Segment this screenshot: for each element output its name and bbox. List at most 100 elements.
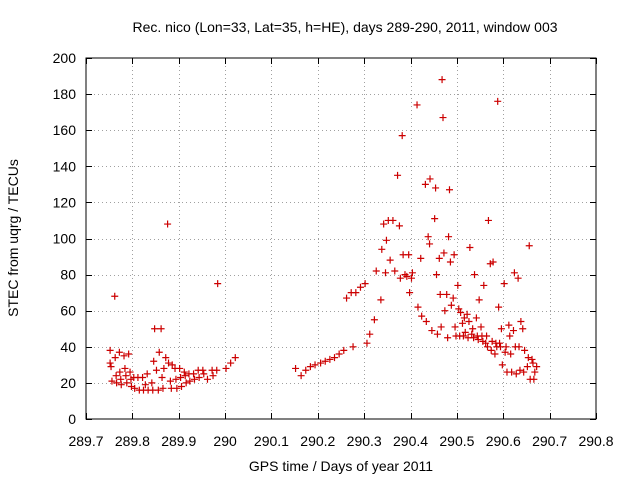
data-point	[502, 343, 510, 351]
data-point	[180, 368, 188, 376]
y-tick-label: 0	[68, 411, 76, 427]
data-point	[231, 354, 239, 362]
data-point	[405, 251, 413, 259]
data-point	[111, 292, 119, 300]
y-tick-label: 80	[60, 267, 76, 283]
data-point	[472, 314, 480, 322]
data-point	[449, 294, 457, 302]
y-tick-labels: 0 20 40 60 80 100 120 140 160 180 200	[53, 50, 77, 427]
data-point	[441, 307, 449, 315]
data-point	[433, 330, 441, 338]
data-point	[495, 303, 503, 311]
data-point	[521, 346, 529, 354]
data-point	[176, 364, 184, 372]
data-point	[166, 377, 174, 385]
axis-ticks	[86, 58, 597, 420]
data-point	[514, 274, 522, 282]
data-point	[115, 348, 123, 356]
data-point	[431, 215, 439, 223]
data-point	[515, 343, 523, 351]
data-point	[199, 366, 207, 374]
data-point	[297, 372, 305, 380]
data-point	[443, 290, 451, 298]
data-point	[465, 318, 473, 326]
data-point	[131, 384, 139, 392]
plot-frame	[85, 57, 597, 420]
data-point	[182, 379, 190, 387]
x-tick-label: 289.8	[115, 433, 150, 449]
data-point	[363, 339, 371, 347]
data-point	[471, 271, 479, 279]
x-tick-label: 290.1	[254, 433, 289, 449]
y-tick-label: 20	[60, 375, 76, 391]
y-tick-label: 100	[53, 231, 77, 247]
data-point	[394, 171, 402, 179]
data-point	[331, 354, 339, 362]
data-point	[406, 289, 414, 297]
data-point	[151, 325, 159, 333]
data-point	[444, 334, 452, 342]
data-point	[372, 267, 380, 275]
data-point	[168, 361, 176, 369]
data-point	[480, 281, 488, 289]
x-tick-labels: 289.7 289.8 289.9 290 290.1 290.2 290.3 290.4 29…	[68, 433, 613, 449]
data-point	[445, 233, 453, 241]
data-point	[413, 101, 421, 109]
data-point	[386, 256, 394, 264]
data-point	[164, 220, 172, 228]
data-point	[113, 379, 121, 387]
data-point	[426, 240, 434, 248]
data-point	[435, 254, 443, 262]
data-point	[445, 186, 453, 194]
data-point	[195, 373, 203, 381]
data-point	[454, 281, 462, 289]
y-axis-label: STEC from uqrg / TECUs	[5, 159, 21, 317]
data-point	[457, 309, 465, 317]
data-point	[396, 274, 404, 282]
data-point	[477, 323, 485, 331]
data-point	[292, 364, 300, 372]
data-point	[391, 267, 399, 275]
data-point	[468, 330, 476, 338]
x-tick-label: 289.9	[161, 433, 196, 449]
data-point	[139, 373, 147, 381]
data-point	[190, 370, 198, 378]
data-point	[121, 364, 129, 372]
data-point	[370, 316, 378, 324]
y-tick-label: 140	[53, 158, 77, 174]
data-point	[162, 354, 170, 362]
data-point	[366, 330, 374, 338]
data-point	[475, 296, 483, 304]
data-point	[484, 216, 492, 224]
data-point	[343, 294, 351, 302]
data-point	[531, 368, 539, 376]
x-tick-label: 290.7	[532, 433, 567, 449]
data-point	[157, 325, 165, 333]
data-point	[447, 301, 455, 309]
data-point	[120, 352, 128, 360]
data-point	[177, 373, 185, 381]
data-point	[111, 354, 119, 362]
data-point	[306, 363, 314, 371]
x-tick-label: 289.7	[68, 433, 103, 449]
x-tick-label: 290.8	[578, 433, 613, 449]
data-point	[382, 236, 390, 244]
data-point	[506, 332, 514, 340]
data-point	[523, 363, 531, 371]
data-point	[349, 343, 357, 351]
data-point	[516, 366, 524, 374]
data-point	[190, 375, 198, 383]
data-point	[488, 337, 496, 345]
data-point	[403, 272, 411, 280]
data-point	[436, 290, 444, 298]
data-point	[512, 370, 520, 378]
data-point	[165, 359, 173, 367]
data-point	[155, 348, 163, 356]
data-point	[496, 339, 504, 347]
data-point	[178, 383, 186, 391]
data-point	[127, 383, 135, 391]
data-point	[106, 346, 114, 354]
data-point	[158, 373, 166, 381]
data-point	[378, 245, 386, 253]
data-point	[160, 364, 168, 372]
